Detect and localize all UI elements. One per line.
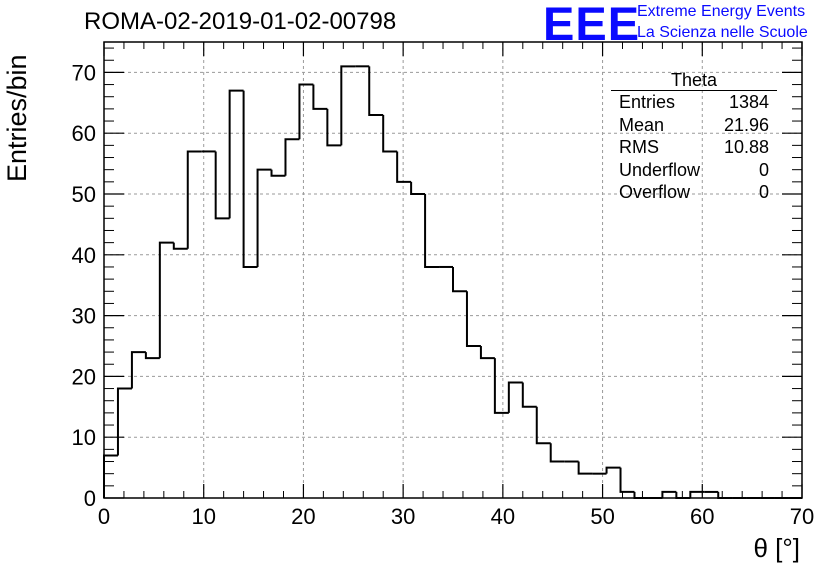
histogram-bin xyxy=(410,181,426,195)
stats-value: 0 xyxy=(758,182,769,202)
histogram-bin xyxy=(465,291,481,347)
stats-label: RMS xyxy=(619,137,659,157)
x-tick-label: 30 xyxy=(391,504,415,529)
histogram-bin xyxy=(158,241,174,359)
histogram-bin xyxy=(368,66,384,116)
histogram-bin xyxy=(689,490,705,498)
histogram-bin xyxy=(172,242,188,250)
stats-value: 10.88 xyxy=(723,137,769,157)
histogram-series xyxy=(103,65,802,499)
x-tick-label: 60 xyxy=(690,504,714,529)
histogram-bin xyxy=(312,84,328,110)
logo-subtitle-2: La Scienza nelle Scuole xyxy=(637,24,808,41)
histogram-bin xyxy=(130,351,146,389)
histogram-bin xyxy=(619,467,635,493)
histogram-bin xyxy=(270,169,286,177)
stats-value: 21.96 xyxy=(723,114,769,135)
axis-ticks xyxy=(103,42,803,499)
histogram-bin xyxy=(661,490,677,498)
histogram-bin xyxy=(633,491,649,499)
histogram-bin xyxy=(493,358,509,414)
stats-row: Overflow 0 xyxy=(611,181,777,204)
x-tick-label: 10 xyxy=(191,504,215,529)
histogram-bin xyxy=(326,108,342,147)
logo-subtitle-1: Extreme Energy Events xyxy=(637,3,806,20)
stats-label: Overflow xyxy=(619,182,691,202)
histogram-bin xyxy=(144,352,160,360)
y-tick-label: 0 xyxy=(84,486,96,511)
histogram-bin xyxy=(382,114,398,153)
histogram-bin xyxy=(116,387,132,456)
y-tick-label: 40 xyxy=(72,243,96,268)
histogram-bin xyxy=(228,89,244,219)
histogram-bin xyxy=(298,83,314,140)
chart-title: ROMA-02-2019-01-02-00798 xyxy=(84,8,397,35)
histogram-bin xyxy=(549,443,565,463)
x-tick-label: 40 xyxy=(491,504,515,529)
histogram-bin xyxy=(577,461,593,475)
histogram-bin xyxy=(507,381,523,413)
stats-value: 1384 xyxy=(728,92,769,112)
histogram-bin xyxy=(535,406,551,445)
y-tick-label: 10 xyxy=(72,425,96,450)
x-tick-labels: 0 10 20 30 40 50 60 70 xyxy=(98,504,814,529)
stats-box-title: Theta xyxy=(611,70,777,91)
histogram-bin xyxy=(242,90,258,268)
histogram-bin xyxy=(479,346,495,360)
x-axis-label: θ [°] xyxy=(753,533,800,563)
stats-row: RMS 10.88 xyxy=(611,136,777,159)
histogram-bin xyxy=(605,466,621,474)
histogram-bin xyxy=(675,491,691,499)
stats-box: Theta Entries 1384 Mean 21.96 RMS 10.88 … xyxy=(611,70,777,204)
histogram-bin xyxy=(396,151,412,183)
eee-logo: EEE xyxy=(543,0,641,50)
stats-row: Underflow 0 xyxy=(611,159,777,182)
y-tick-label: 20 xyxy=(72,364,96,389)
y-tick-label: 50 xyxy=(72,182,96,207)
histogram-bin xyxy=(340,65,356,146)
stats-label: Entries xyxy=(619,92,676,112)
histogram-bin xyxy=(186,150,202,249)
stats-row: Entries 1384 xyxy=(611,91,777,114)
x-tick-label: 0 xyxy=(98,504,110,529)
plot-frame xyxy=(103,41,803,499)
histogram-bin xyxy=(256,168,272,267)
x-tick-label: 20 xyxy=(291,504,315,529)
x-tick-label: 70 xyxy=(790,504,814,529)
grid-lines xyxy=(104,42,802,498)
y-tick-label: 30 xyxy=(72,304,96,329)
x-tick-label: 50 xyxy=(590,504,614,529)
stats-label: Underflow xyxy=(619,159,701,180)
histogram-bin xyxy=(214,151,230,220)
histogram-bin xyxy=(284,138,300,176)
histogram-bin xyxy=(452,266,467,293)
y-tick-label: 60 xyxy=(72,121,96,146)
histogram-bin xyxy=(521,382,537,408)
stats-row: Mean 21.96 xyxy=(611,114,777,137)
histogram-bin xyxy=(424,194,440,268)
y-tick-labels: 0 10 20 30 40 50 60 70 xyxy=(72,60,96,511)
histogram-bin xyxy=(717,491,733,499)
stats-value: 0 xyxy=(758,159,769,180)
stats-label: Mean xyxy=(619,114,665,135)
y-tick-label: 70 xyxy=(72,60,96,85)
y-axis-label: Entries/bin xyxy=(2,54,32,182)
